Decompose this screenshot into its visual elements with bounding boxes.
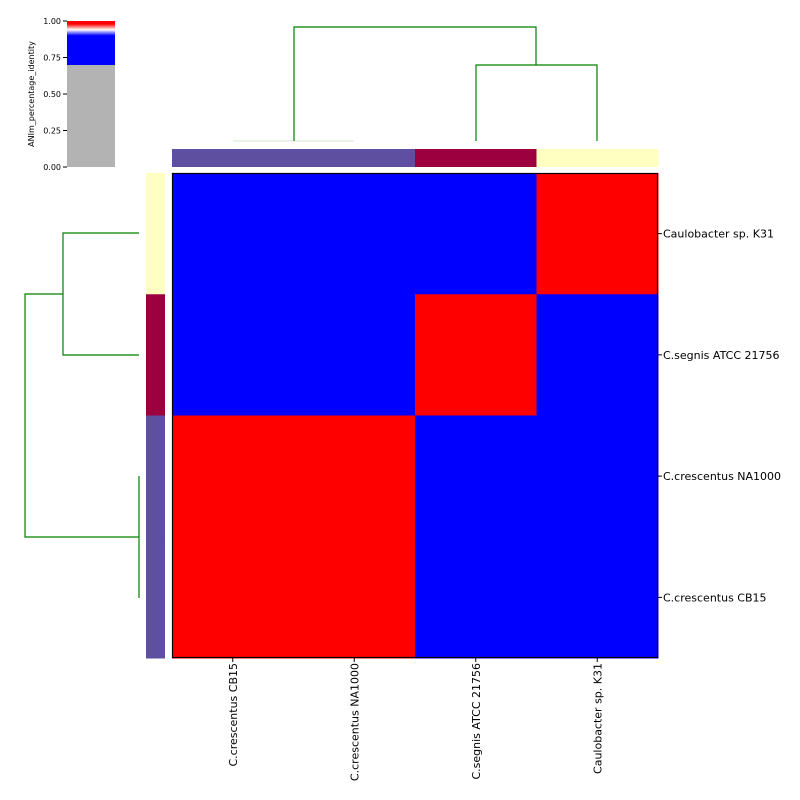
- heatmap-cell: [536, 415, 659, 538]
- row-class-bar: [146, 173, 165, 659]
- heatmap-cell: [536, 536, 659, 659]
- column-labels: C.crescentus CB15 C.crescentus NA1000 C.se…: [227, 658, 604, 781]
- row-class-cell: [146, 173, 165, 295]
- colorbar-gradient: [67, 21, 115, 167]
- heatmap-cell: [172, 415, 294, 538]
- heatmap-cell: [172, 536, 294, 659]
- heatmap-cell: [293, 536, 416, 659]
- heatmap-cell: [172, 294, 294, 416]
- colorbar-tick-label: 0.75: [43, 54, 61, 63]
- heatmap-cell: [293, 294, 416, 416]
- row-label: C.crescentus NA1000: [663, 470, 781, 483]
- col-dendro-link-right: [475, 64, 598, 141]
- column-class-bar: [172, 149, 659, 167]
- heatmap-cell: [415, 536, 537, 659]
- row-dendrogram: [24, 232, 140, 598]
- column-label: C.crescentus CB15: [227, 663, 240, 767]
- heatmap-border: [171, 172, 659, 659]
- row-dendro-link-top: [62, 232, 139, 356]
- heatmap-cell: [536, 173, 659, 295]
- colorbar-tick-label: 0.00: [43, 163, 61, 172]
- row-class-cell: [146, 294, 165, 416]
- row-labels: Caulobacter sp. K31 C.segnis ATCC 21756 C.…: [658, 228, 781, 604]
- colorbar-label: ANIm_percentage_identity: [27, 41, 36, 147]
- column-dendrogram: [233, 26, 598, 142]
- column-class-cell: [415, 149, 537, 167]
- row-label: Caulobacter sp. K31: [663, 228, 774, 241]
- row-label: C.segnis ATCC 21756: [663, 349, 780, 362]
- column-class-cell: [172, 149, 294, 167]
- col-dendro-link-root: [293, 26, 537, 141]
- column-label: Caulobacter sp. K31: [591, 663, 604, 774]
- heatmap-cell: [536, 294, 659, 416]
- colorbar-tick-label: 0.25: [43, 127, 61, 136]
- heatmap-cell: [293, 173, 416, 295]
- heatmap-cell: [293, 415, 416, 538]
- row-dendro-link-root: [24, 293, 139, 538]
- heatmap-cells: [172, 173, 659, 659]
- heatmap-cell: [415, 294, 537, 416]
- row-class-cell: [146, 415, 165, 538]
- column-label: C.segnis ATCC 21756: [470, 663, 483, 780]
- colorbar-tick-label: 1.00: [43, 17, 61, 26]
- row-class-cell: [146, 536, 165, 659]
- column-label: C.crescentus NA1000: [348, 663, 361, 781]
- heatmap-cell: [415, 173, 537, 295]
- colorbar-tick-label: 0.50: [43, 90, 61, 99]
- heatmap-cell: [415, 415, 537, 538]
- row-label: C.crescentus CB15: [663, 591, 767, 604]
- heatmap-cell: [172, 173, 294, 295]
- column-class-cell: [536, 149, 659, 167]
- colorbar: 0.00 0.25 0.50 0.75 1.00 ANIm_percentage_ide…: [27, 17, 115, 172]
- column-class-cell: [293, 149, 416, 167]
